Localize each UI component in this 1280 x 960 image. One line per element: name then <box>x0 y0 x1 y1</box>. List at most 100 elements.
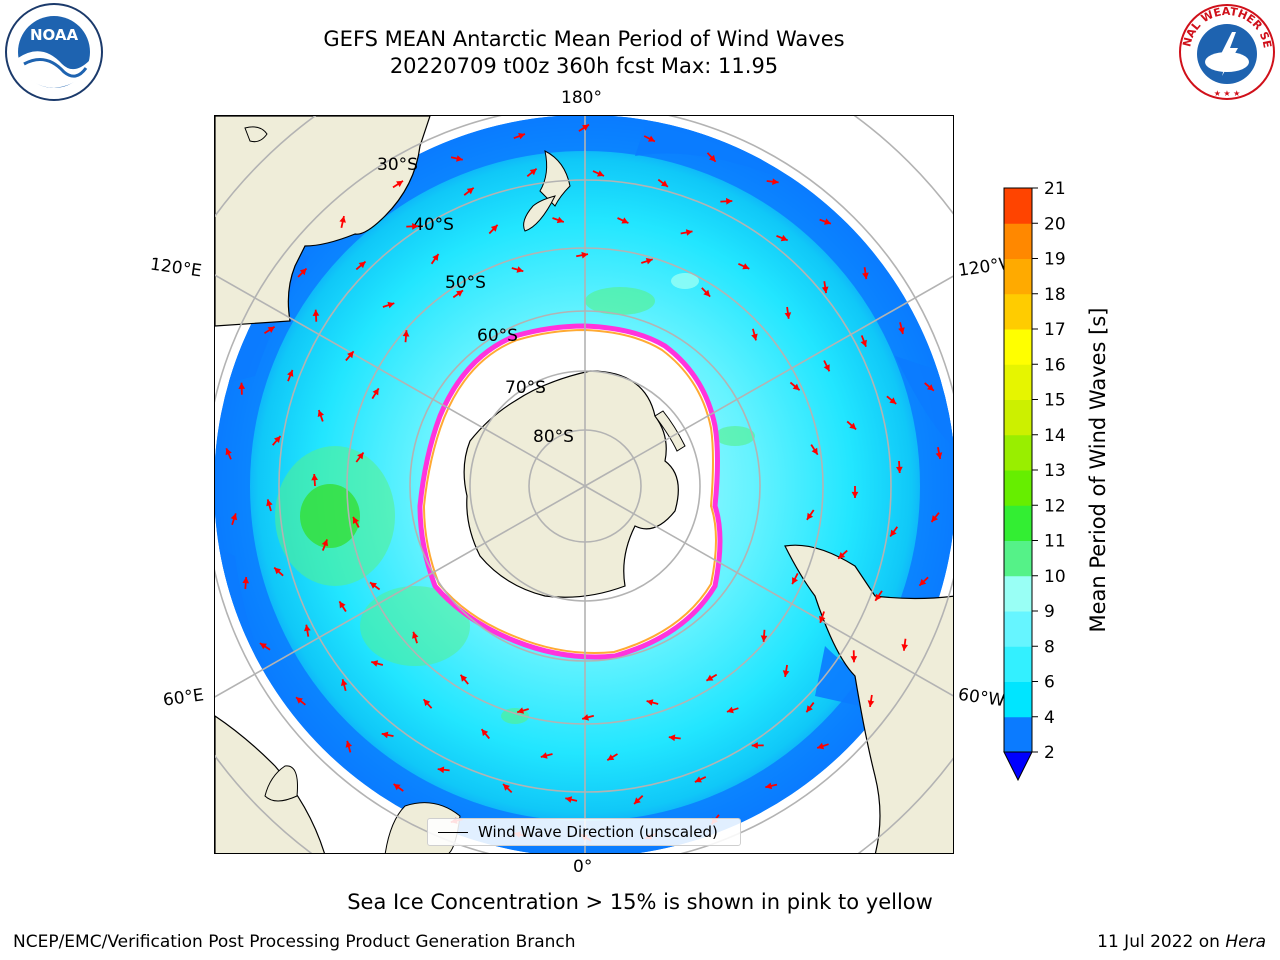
wind-wave-arrowhead <box>648 135 655 142</box>
lat-label-30s: 30°S <box>377 155 418 175</box>
colorbar-tick-label: 12 <box>1044 496 1066 516</box>
lon-label-0: 0° <box>573 857 593 877</box>
sea-ice-note: Sea Ice Concentration > 15% is shown in … <box>347 890 933 914</box>
colorbar-tick-label: 14 <box>1044 426 1066 446</box>
wind-wave-arrowhead <box>503 784 510 791</box>
wind-wave-arrowhead <box>529 168 537 176</box>
wind-wave-arrowhead <box>460 674 468 682</box>
wind-wave-arrowhead <box>661 180 668 187</box>
wind-wave-arrowhead <box>456 155 463 162</box>
lon-label-60e: 60°E <box>161 685 206 711</box>
colorbar-tick-label: 9 <box>1044 602 1055 622</box>
wind-wave-arrowhead <box>919 578 927 586</box>
wind-wave-arrowhead <box>370 582 377 589</box>
wind-wave-arrowhead <box>875 593 882 601</box>
wind-wave-arrowhead <box>621 217 629 224</box>
legend-line-swatch <box>438 832 468 833</box>
lat-label-60s: 60°S <box>477 326 518 346</box>
colorbar-band <box>1004 540 1032 577</box>
wind-wave-arrowhead <box>889 397 897 404</box>
colorbar-tick-label: 17 <box>1044 320 1066 340</box>
wind-wave-arrowhead <box>811 447 818 455</box>
wind-wave-arrowhead <box>703 289 711 297</box>
wind-wave-arrowhead <box>817 742 825 750</box>
colorbar-tick-label: 10 <box>1044 567 1066 587</box>
colorbar-band <box>1004 611 1032 647</box>
wind-wave-arrowhead <box>726 197 733 205</box>
wave-period-patch <box>585 287 655 315</box>
wind-wave-arrowhead <box>668 734 676 742</box>
wind-wave-arrowhead <box>358 261 366 269</box>
datestamp: 11 Jul 2022 on Hera <box>1097 932 1266 952</box>
wind-wave-arrowhead <box>646 699 654 706</box>
wind-wave-arrowhead <box>340 679 348 686</box>
wind-wave-arrowhead <box>772 178 779 185</box>
wave-period-patch <box>300 484 360 548</box>
wind-wave-arrowhead <box>387 301 395 309</box>
title-line-1: GEFS MEAN Antarctic Mean Period of Wind … <box>323 27 845 51</box>
colorbar-band <box>1004 646 1032 682</box>
colorbar-band <box>1004 329 1032 365</box>
wind-wave-arrowhead <box>353 516 359 524</box>
wind-wave-arrowhead <box>927 384 934 391</box>
wind-wave-arrowhead <box>381 731 389 739</box>
wind-wave-arrowhead <box>792 383 800 391</box>
wind-wave-arrowhead <box>931 515 938 522</box>
lat-label-50s: 50°S <box>445 273 486 293</box>
wind-wave-arrowhead <box>259 643 267 650</box>
wind-wave-arrowhead <box>412 223 419 230</box>
wind-wave-arrowhead <box>823 364 830 372</box>
colorbar-tick-label: 4 <box>1044 708 1055 728</box>
wind-wave-arrowhead <box>849 422 857 430</box>
wind-wave-arrowhead <box>456 290 463 297</box>
wind-wave-arrowhead <box>694 776 702 783</box>
colorbar-tick-label: 2 <box>1044 743 1055 763</box>
wind-wave-arrowhead <box>345 740 352 748</box>
wind-wave-arrowhead <box>850 656 858 663</box>
wind-wave-arrowhead <box>225 448 232 456</box>
wind-wave-arrowhead <box>274 436 281 443</box>
colorbar-band <box>1004 575 1032 612</box>
wind-wave-arrowhead <box>742 263 750 270</box>
wind-wave-arrowhead <box>784 312 792 319</box>
wind-wave-arrowhead <box>517 707 524 714</box>
wind-wave-arrowhead <box>339 601 346 609</box>
wind-wave-arrowhead <box>266 499 273 507</box>
wind-wave-arrowhead <box>760 635 768 642</box>
wind-wave-arrowhead <box>540 752 548 759</box>
wind-wave-arrowhead <box>393 784 401 791</box>
wind-wave-arrowhead <box>709 154 716 162</box>
wind-wave-arrowhead <box>819 615 826 623</box>
wind-wave-arrowhead <box>582 124 589 131</box>
land-antarctica <box>463 370 679 598</box>
wind-wave-arrowhead <box>765 782 773 790</box>
machine-name: Hera <box>1225 932 1266 952</box>
wind-wave-arrowhead <box>490 224 498 232</box>
colorbar-tick-label: 21 <box>1044 180 1066 199</box>
colorbar: 2 4 6 8 9 10 11 12 13 14 15 16 17 18 19 20 21 <box>1003 180 1066 782</box>
colorbar-band <box>1004 434 1032 471</box>
map-canvas: 30°S 40°S 50°S 60°S 70°S 80°S <box>215 116 953 853</box>
colorbar-band <box>1004 505 1032 541</box>
wind-wave-arrowhead <box>634 797 641 804</box>
colorbar-tick-label: 19 <box>1044 250 1066 270</box>
colorbar-band <box>1004 399 1032 436</box>
wind-wave-arrowhead <box>296 697 303 704</box>
legend-label: Wind Wave Direction (unscaled) <box>478 823 718 841</box>
wind-wave-arrowhead <box>782 670 790 677</box>
wind-wave-arrowhead <box>851 491 859 498</box>
nws-logo: NATIONAL WEATHER SERVICE ★ ★ ★ <box>1176 2 1275 100</box>
colorbar-tick-label: 8 <box>1044 637 1055 657</box>
colorbar-tick-label: 16 <box>1044 355 1066 375</box>
wind-wave-arrowhead <box>267 326 275 333</box>
land-madagascar <box>264 765 298 802</box>
wind-wave-arrowhead <box>230 513 238 521</box>
wind-wave-arrowhead <box>838 552 846 559</box>
land-tasmania <box>244 126 268 143</box>
wind-wave-arrowhead <box>518 133 525 140</box>
wind-wave-arrowhead <box>372 388 379 396</box>
wind-wave-arrowhead <box>357 452 364 460</box>
noaa-logo: NOAA <box>5 3 103 101</box>
chart-title: GEFS MEAN Antarctic Mean Period of Wind … <box>323 26 844 80</box>
wind-wave-arrowhead <box>821 286 829 294</box>
